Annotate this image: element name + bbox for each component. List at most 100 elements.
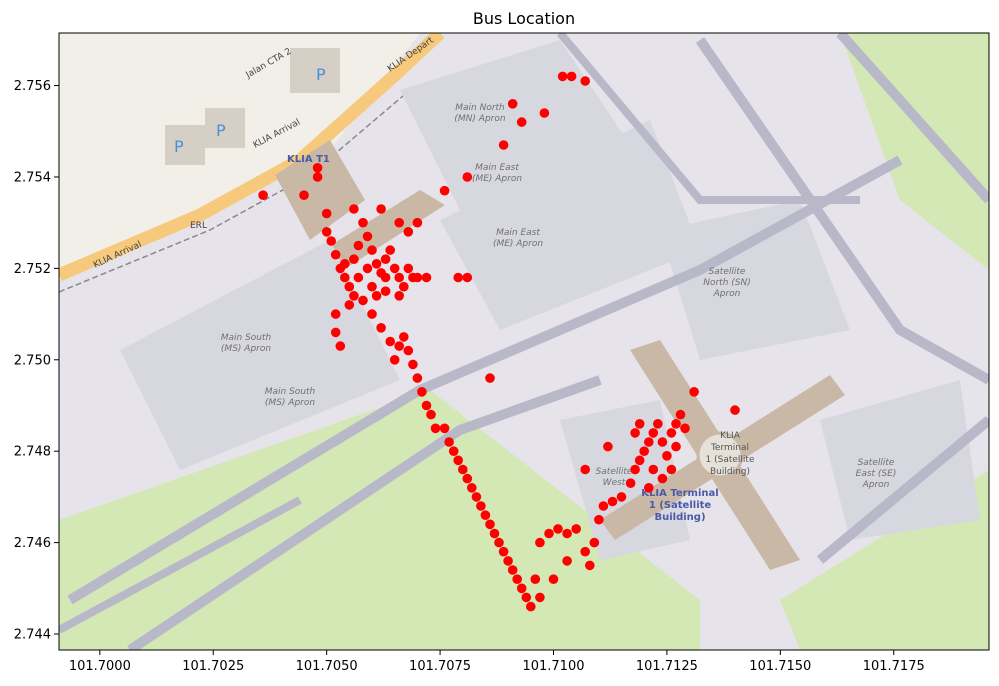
bus-location-point <box>485 519 495 530</box>
map-label-main-east-b: Main East <box>496 228 540 238</box>
map-label-satellite-east-3: Apron <box>862 480 890 490</box>
bus-location-point <box>498 140 509 150</box>
taxiway-3 <box>695 37 989 385</box>
x-tick-label: 101.7050 <box>296 659 358 674</box>
bus-location-point <box>476 501 486 511</box>
bus-location-point <box>657 473 668 484</box>
bus-location-point <box>562 556 572 566</box>
bus-location-point <box>362 263 373 274</box>
bus-location-point <box>453 272 464 283</box>
map-label-main-north: Main North <box>455 103 505 113</box>
bus-location-point <box>666 464 677 475</box>
bus-location-point <box>553 524 563 534</box>
map-label-satellite-east: Satellite <box>858 458 895 468</box>
bus-location-point <box>680 423 690 434</box>
map-label-klia-terminal-b: KLIA Terminal <box>641 488 718 499</box>
bus-location-point <box>458 464 468 475</box>
bus-location-point <box>330 309 341 319</box>
bus-location-point <box>630 428 640 438</box>
bus-location-point <box>730 405 740 415</box>
bus-location-point <box>389 355 400 365</box>
x-axis: 101.7000 101.7025 101.7050 101.7075 101.7100… <box>69 650 925 674</box>
parking-1 <box>165 125 205 165</box>
satellite-hub <box>696 431 744 479</box>
chart-title: Bus Location <box>473 9 575 28</box>
apron-main-east <box>440 120 700 330</box>
bus-location-point <box>380 272 391 283</box>
x-tick-label: 101.7075 <box>409 659 471 674</box>
bus-location-point <box>412 272 423 283</box>
bus-location-point <box>535 592 545 603</box>
bus-location-point <box>607 496 618 507</box>
bus-location-point <box>408 359 418 370</box>
bus-location-point <box>399 281 409 292</box>
bus-location-point <box>630 464 640 475</box>
apron-satellite-west <box>560 400 690 560</box>
bus-location-point <box>648 464 659 475</box>
bus-location-point <box>539 108 550 118</box>
taxiway-4 <box>556 33 860 204</box>
bus-location-point <box>535 537 545 548</box>
bus-location-point <box>371 259 382 269</box>
bus-location-point <box>485 373 495 383</box>
map-label-main-east-a: Main East <box>475 163 519 173</box>
bus-location-point <box>349 254 359 264</box>
bus-location-point <box>548 574 559 584</box>
map-label-klia-terminal-a4: Building) <box>710 467 750 477</box>
bus-location-point <box>312 163 323 173</box>
bus-location-point <box>312 172 323 182</box>
x-tick-label: 101.7100 <box>522 659 584 674</box>
map-label-erl: ERL <box>190 221 207 231</box>
bus-location-point <box>326 236 337 246</box>
taxiway-6 <box>59 496 302 634</box>
bus-location-point <box>671 441 681 452</box>
bus-location-point <box>444 437 454 447</box>
y-tick-label: 2.752 <box>14 262 51 277</box>
y-axis: 2.744 2.746 2.748 2.750 2.752 2.754 2.756 <box>14 79 59 643</box>
bus-location-point <box>666 428 677 438</box>
bus-location-point <box>653 419 663 429</box>
bus-location-point <box>507 565 518 575</box>
bus-location-point <box>571 524 581 534</box>
bus-location-point <box>340 259 350 269</box>
map-label-main-east-a2: (ME) Apron <box>472 174 522 184</box>
bus-location-point <box>394 341 405 351</box>
bus-location-point <box>412 217 423 228</box>
bus-location-point <box>385 336 396 347</box>
bus-location-point <box>439 185 450 196</box>
bus-location-point <box>598 501 609 511</box>
map-label-satellite-west: Satellite <box>596 467 633 477</box>
bus-location-point <box>367 245 377 255</box>
bus-location-point <box>349 204 359 214</box>
y-tick-label: 2.748 <box>14 445 51 460</box>
bus-location-point <box>498 546 509 557</box>
bus-location-point <box>462 473 473 484</box>
apron-satellite-east <box>820 380 980 540</box>
parking-3 <box>290 48 340 93</box>
bus-location-point <box>330 249 341 260</box>
map-label-main-south-a: Main South <box>221 333 272 343</box>
bus-location-point <box>603 441 613 452</box>
taxiway-5 <box>816 416 989 564</box>
map-label-main-south-b: Main South <box>265 387 316 397</box>
bus-location-point <box>385 245 396 255</box>
bus-location-point <box>426 409 436 420</box>
bus-location-point <box>421 400 432 411</box>
bus-location-point <box>403 263 414 274</box>
map-label-satellite-north: Satellite <box>709 267 746 277</box>
y-tick-label: 2.746 <box>14 536 51 551</box>
bus-location-point <box>657 437 668 447</box>
bus-location-point <box>258 190 268 200</box>
bus-location-point <box>399 332 409 342</box>
bus-location-point <box>521 592 532 603</box>
bus-location-point <box>671 419 681 429</box>
bus-location-point <box>453 455 464 466</box>
map-label-satellite-west-2: West <box>603 478 626 488</box>
bus-location-point <box>462 272 473 283</box>
bus-location-point <box>353 240 364 251</box>
runway-edge <box>836 33 989 204</box>
map-label-klia-terminal-a: KLIA <box>720 431 741 441</box>
bus-location-point <box>648 428 659 438</box>
map-label-klia-terminal-b3: Building) <box>654 512 705 523</box>
bus-location-point <box>349 291 359 301</box>
